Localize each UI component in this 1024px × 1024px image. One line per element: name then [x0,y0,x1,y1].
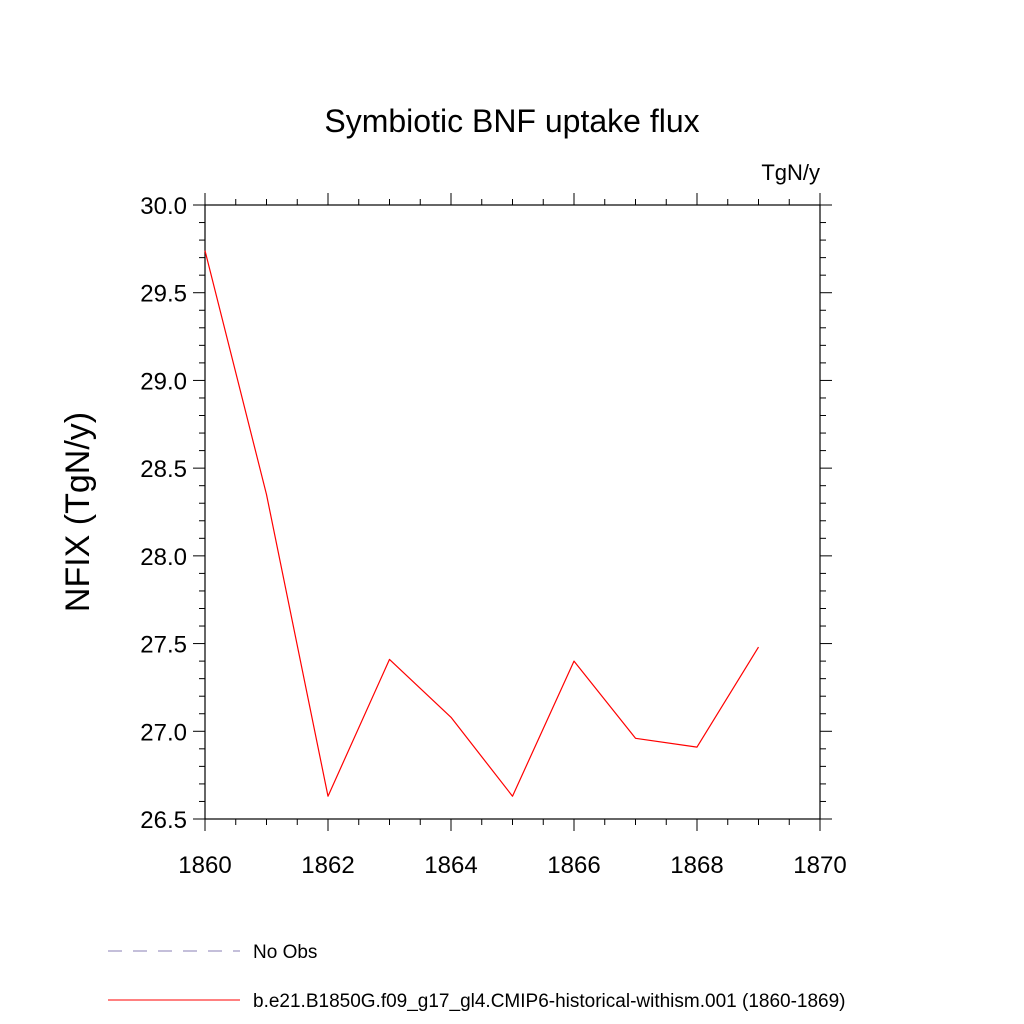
plot-frame [204,204,821,820]
series-line-1 [204,250,760,797]
legend: No Obs b.e21.B1850G.f09_g17_gl4.CMIP6-his… [108,942,846,1012]
unit-label: TgN/y [761,160,820,185]
y-tick-label: 28.5 [140,456,187,483]
x-tick-label: 1862 [301,852,354,879]
y-tick-label: 27.5 [140,632,187,659]
y-tick-label: 27.0 [140,719,187,746]
y-tick-label: 29.0 [140,368,187,395]
x-tick-label: 1868 [670,852,723,879]
y-axis-label: NFIX (TgN/y) [59,412,97,612]
y-tick-label: 26.5 [140,807,187,834]
chart-title: Symbiotic BNF uptake flux [324,103,699,139]
y-tick-label: 28.0 [140,544,187,571]
legend-label-1: b.e21.B1850G.f09_g17_gl4.CMIP6-historica… [253,991,846,1012]
legend-label-0: No Obs [253,942,317,963]
x-tick-label: 1860 [178,852,231,879]
x-tick-label: 1866 [547,852,600,879]
axis-tick-labels: 1860 1862 1864 1866 1868 1870 26.5 27.0 27.5 28.0… [140,193,846,879]
series-layer [204,250,760,797]
y-tick-label: 29.5 [140,281,187,308]
x-tick-label: 1864 [424,852,477,879]
axis-ticks [193,193,832,831]
x-tick-label: 1870 [793,852,846,879]
y-tick-label: 30.0 [140,193,187,220]
